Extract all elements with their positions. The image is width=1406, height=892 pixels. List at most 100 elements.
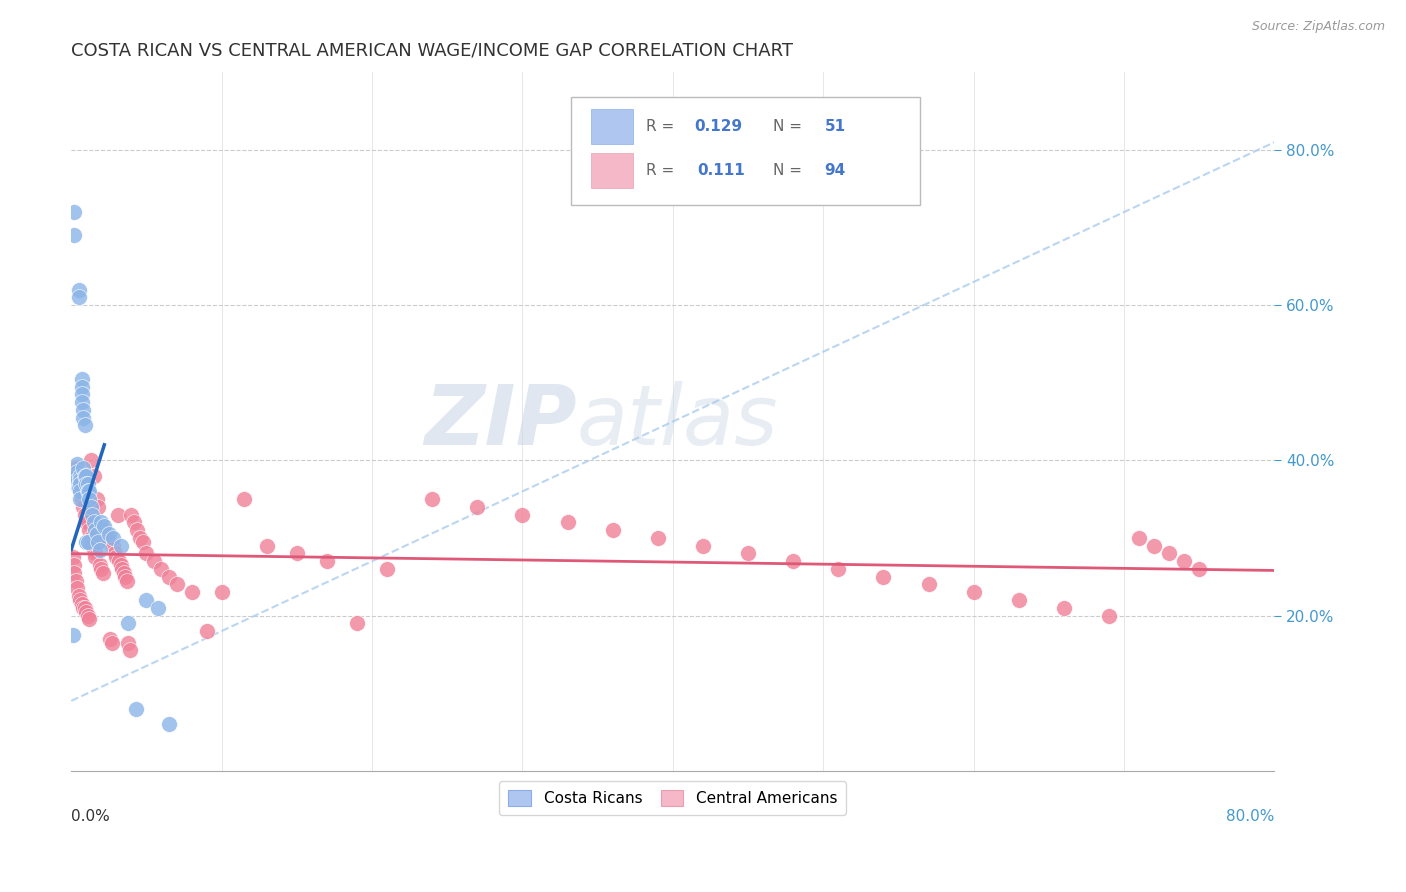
Point xyxy=(90,516,112,530)
Point xyxy=(89,542,111,557)
Point xyxy=(75,605,97,619)
Point xyxy=(67,283,90,297)
Point xyxy=(111,562,134,576)
Point xyxy=(1159,546,1181,560)
Point xyxy=(117,636,139,650)
Point xyxy=(72,500,94,514)
Point xyxy=(82,534,104,549)
Point xyxy=(65,461,87,475)
Point xyxy=(73,468,96,483)
Legend: Costa Ricans, Central Americans: Costa Ricans, Central Americans xyxy=(499,781,846,815)
Point xyxy=(872,570,894,584)
Point xyxy=(65,476,87,491)
Point xyxy=(83,542,105,557)
Point xyxy=(827,562,849,576)
Point xyxy=(75,476,97,491)
Point xyxy=(66,473,89,487)
Point xyxy=(465,500,488,514)
Point xyxy=(69,484,91,499)
Text: R =: R = xyxy=(647,162,685,178)
Point xyxy=(79,523,101,537)
Point xyxy=(63,558,86,573)
Point xyxy=(557,516,579,530)
Point xyxy=(211,585,233,599)
Point xyxy=(1188,562,1211,576)
Point xyxy=(70,372,93,386)
Point xyxy=(86,492,108,507)
Point xyxy=(76,534,98,549)
Point xyxy=(1098,608,1121,623)
Point xyxy=(97,534,120,549)
Point xyxy=(67,481,90,495)
Point xyxy=(512,508,534,522)
Text: 80.0%: 80.0% xyxy=(1226,809,1274,824)
Point xyxy=(782,554,804,568)
Point xyxy=(256,539,278,553)
Point xyxy=(127,523,149,537)
Point xyxy=(75,516,97,530)
Point xyxy=(117,616,139,631)
Point xyxy=(75,468,97,483)
Point xyxy=(67,290,90,304)
Point xyxy=(79,492,101,507)
Point xyxy=(105,550,128,565)
Point xyxy=(166,577,188,591)
Point xyxy=(602,523,624,537)
Point xyxy=(148,600,170,615)
Point xyxy=(69,492,91,507)
Point xyxy=(67,476,90,491)
Point xyxy=(114,570,136,584)
Point xyxy=(83,516,105,530)
Point xyxy=(69,468,91,483)
Point xyxy=(346,616,368,631)
Point xyxy=(72,410,94,425)
Point xyxy=(79,612,101,626)
Point xyxy=(66,465,89,479)
Point xyxy=(66,457,89,471)
Text: 51: 51 xyxy=(824,120,845,135)
Point xyxy=(76,476,98,491)
Point xyxy=(63,566,86,580)
Point xyxy=(69,476,91,491)
Point xyxy=(82,508,104,522)
Point xyxy=(67,589,90,603)
Text: N =: N = xyxy=(773,120,807,135)
Point xyxy=(1128,531,1150,545)
Point xyxy=(125,701,148,715)
Point xyxy=(129,531,152,545)
Text: 0.111: 0.111 xyxy=(697,162,745,178)
Point xyxy=(233,492,256,507)
Point xyxy=(124,516,146,530)
Point xyxy=(737,546,759,560)
Point xyxy=(72,600,94,615)
Point xyxy=(62,550,84,565)
Point xyxy=(84,523,107,537)
FancyBboxPatch shape xyxy=(571,97,920,205)
Point xyxy=(69,473,91,487)
Point xyxy=(73,600,96,615)
Point xyxy=(80,500,103,514)
Point xyxy=(76,608,98,623)
Point xyxy=(84,550,107,565)
Point xyxy=(73,418,96,433)
Point xyxy=(70,387,93,401)
Point xyxy=(110,558,132,573)
Point xyxy=(67,476,90,491)
Point xyxy=(83,468,105,483)
Point xyxy=(647,531,669,545)
Point xyxy=(98,632,121,646)
Point xyxy=(73,508,96,522)
Point xyxy=(285,546,308,560)
Point xyxy=(63,228,86,243)
Point xyxy=(80,531,103,545)
Point xyxy=(195,624,218,638)
Point xyxy=(87,534,110,549)
Point xyxy=(66,468,89,483)
Point xyxy=(63,205,86,219)
Point xyxy=(118,643,141,657)
Point xyxy=(97,527,120,541)
Point xyxy=(70,395,93,409)
Text: N =: N = xyxy=(773,162,807,178)
Point xyxy=(135,546,157,560)
Point xyxy=(103,531,125,545)
